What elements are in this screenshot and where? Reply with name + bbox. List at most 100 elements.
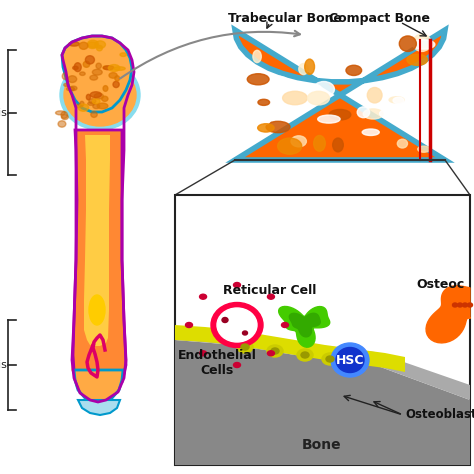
Ellipse shape xyxy=(282,322,289,328)
Text: is: is xyxy=(0,360,7,370)
Ellipse shape xyxy=(113,82,119,88)
Ellipse shape xyxy=(234,363,240,367)
Ellipse shape xyxy=(87,70,95,75)
Ellipse shape xyxy=(314,136,325,151)
Ellipse shape xyxy=(222,318,228,322)
Ellipse shape xyxy=(83,61,90,67)
Ellipse shape xyxy=(258,99,270,105)
Ellipse shape xyxy=(60,95,66,98)
Ellipse shape xyxy=(109,64,120,72)
Ellipse shape xyxy=(467,303,473,307)
Ellipse shape xyxy=(283,91,307,105)
Ellipse shape xyxy=(66,68,74,74)
Ellipse shape xyxy=(397,139,408,148)
Ellipse shape xyxy=(67,118,72,122)
Ellipse shape xyxy=(457,303,463,307)
Ellipse shape xyxy=(241,344,249,350)
Ellipse shape xyxy=(267,294,274,299)
Ellipse shape xyxy=(200,294,207,299)
Ellipse shape xyxy=(393,97,404,104)
Ellipse shape xyxy=(65,105,69,110)
Ellipse shape xyxy=(453,303,457,307)
Ellipse shape xyxy=(103,86,108,91)
Ellipse shape xyxy=(64,98,72,102)
Polygon shape xyxy=(279,307,330,347)
Ellipse shape xyxy=(380,109,396,118)
Ellipse shape xyxy=(69,42,80,46)
Ellipse shape xyxy=(103,66,114,70)
Ellipse shape xyxy=(84,112,91,118)
Ellipse shape xyxy=(217,308,257,342)
Ellipse shape xyxy=(267,76,290,91)
Ellipse shape xyxy=(363,109,383,119)
Ellipse shape xyxy=(109,73,117,78)
Polygon shape xyxy=(73,130,126,395)
Ellipse shape xyxy=(103,66,107,69)
Ellipse shape xyxy=(94,123,100,127)
Ellipse shape xyxy=(267,351,274,356)
Ellipse shape xyxy=(237,341,253,353)
Ellipse shape xyxy=(96,46,102,51)
Ellipse shape xyxy=(418,146,430,152)
Polygon shape xyxy=(84,135,110,346)
Polygon shape xyxy=(426,286,470,343)
Bar xyxy=(175,195,470,465)
Text: Osteoblasts: Osteoblasts xyxy=(405,409,474,421)
Ellipse shape xyxy=(313,82,335,97)
Ellipse shape xyxy=(89,295,105,325)
Ellipse shape xyxy=(318,115,340,123)
Polygon shape xyxy=(175,325,405,372)
Text: is: is xyxy=(0,108,7,118)
Ellipse shape xyxy=(357,107,370,118)
Ellipse shape xyxy=(97,103,108,109)
Text: HSC: HSC xyxy=(336,354,364,366)
Ellipse shape xyxy=(76,107,85,113)
Ellipse shape xyxy=(120,53,127,56)
Ellipse shape xyxy=(211,302,263,347)
Ellipse shape xyxy=(92,111,97,114)
Ellipse shape xyxy=(389,97,404,103)
Ellipse shape xyxy=(89,111,95,119)
Ellipse shape xyxy=(253,50,261,63)
Ellipse shape xyxy=(301,352,309,358)
Polygon shape xyxy=(175,327,470,400)
Ellipse shape xyxy=(367,88,382,103)
Ellipse shape xyxy=(92,99,100,104)
Ellipse shape xyxy=(362,129,379,136)
Ellipse shape xyxy=(200,351,207,356)
Ellipse shape xyxy=(81,82,90,86)
Ellipse shape xyxy=(78,104,89,111)
Ellipse shape xyxy=(413,34,431,52)
Ellipse shape xyxy=(88,40,98,47)
Ellipse shape xyxy=(88,42,97,48)
Text: Compact Bone: Compact Bone xyxy=(329,11,430,25)
Ellipse shape xyxy=(85,55,94,64)
Ellipse shape xyxy=(299,64,308,74)
Ellipse shape xyxy=(375,38,396,51)
Ellipse shape xyxy=(234,283,240,288)
Ellipse shape xyxy=(252,118,267,133)
Ellipse shape xyxy=(86,94,91,100)
Ellipse shape xyxy=(305,59,315,74)
Ellipse shape xyxy=(258,124,274,132)
Ellipse shape xyxy=(297,349,313,361)
Ellipse shape xyxy=(463,303,467,307)
Ellipse shape xyxy=(79,42,88,49)
Ellipse shape xyxy=(79,88,83,93)
Ellipse shape xyxy=(60,60,140,130)
Ellipse shape xyxy=(101,96,108,101)
Ellipse shape xyxy=(271,348,279,354)
Polygon shape xyxy=(78,400,120,415)
Ellipse shape xyxy=(90,92,101,98)
Ellipse shape xyxy=(333,138,343,152)
Text: Endothelial
Cells: Endothelial Cells xyxy=(178,349,256,377)
Ellipse shape xyxy=(73,66,78,70)
Ellipse shape xyxy=(347,357,363,369)
Ellipse shape xyxy=(64,64,136,126)
Polygon shape xyxy=(235,30,445,160)
Text: Osteoc: Osteoc xyxy=(417,279,465,292)
Ellipse shape xyxy=(336,347,364,373)
Ellipse shape xyxy=(267,345,283,357)
Ellipse shape xyxy=(291,136,306,147)
Ellipse shape xyxy=(83,111,87,118)
